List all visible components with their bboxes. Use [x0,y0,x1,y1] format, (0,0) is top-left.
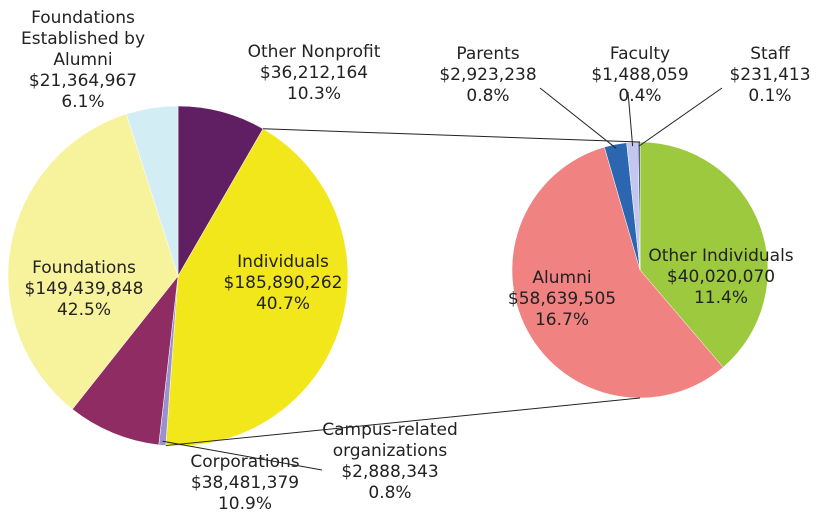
label-line: 0.4% [618,86,662,106]
label-line: $2,888,343 [341,462,439,482]
label-line: 10.3% [286,84,341,104]
label-line: Campus-related organizations [322,420,458,461]
label-line: 0.1% [748,86,792,106]
pie-slice [511,146,724,399]
label-line: Other Nonprofit [247,42,381,62]
label-line: 0.8% [368,483,412,503]
slice-label: Individuals $185,890,262 40.7% [208,252,358,315]
label-line: 0.8% [466,86,510,106]
label-line: $58,639,505 [507,289,617,309]
label-line: $185,890,262 [223,273,343,293]
connector [263,128,641,143]
label-line: 10.9% [217,494,272,514]
slice-label: Foundations $149,439,848 42.5% [9,258,159,321]
slice-label: Parents $2,923,238 0.8% [428,44,548,107]
label-line: Staff [750,44,790,64]
slice-label: Foundations Established by Alumni $21,364… [8,8,158,113]
pie-slice [165,128,349,447]
slice-label: Corporations $38,481,379 10.9% [170,452,320,515]
connector [165,397,641,447]
leader-line [627,91,634,147]
label-line: $40,020,070 [666,267,776,287]
label-line: Foundations Established by Alumni [20,8,146,70]
pie-slice [177,105,264,277]
label-line: Parents [456,44,520,64]
label-line: Foundations [32,258,136,278]
slice-label: Other Individuals $40,020,070 11.4% [636,246,806,309]
label-line: 6.1% [61,92,105,112]
label-line: $149,439,848 [24,279,144,299]
label-line: $21,364,967 [28,71,138,91]
label-line: Faculty [609,44,671,64]
pie-slice [639,141,769,368]
label-line: $1,488,059 [591,65,689,85]
label-line: $231,413 [729,65,811,85]
label-line: 42.5% [56,300,111,320]
slice-label: Alumni $58,639,505 16.7% [487,268,637,331]
leader-line [638,87,723,147]
pie-slice [72,275,179,446]
label-line: $36,212,164 [259,63,369,83]
label-line: 16.7% [534,310,589,330]
slice-label: Other Nonprofit $36,212,164 10.3% [229,42,399,105]
pie-slice [125,105,179,277]
label-line: Alumni [532,268,592,288]
label-line: Corporations [190,452,300,472]
pie-slice [7,113,179,410]
slice-label: Campus-related organizations $2,888,343 0.… [315,420,465,504]
leader-line [539,87,617,149]
label-line: 40.7% [255,294,310,314]
slice-label: Staff $231,413 0.1% [715,44,819,107]
label-line: Individuals [237,252,329,272]
leader-line [162,440,323,471]
label-line: Other Individuals [648,246,794,266]
label-line: 11.4% [693,288,748,308]
label-line: $38,481,379 [190,473,300,493]
label-line: $2,923,238 [439,65,537,85]
slice-label: Faculty $1,488,059 0.4% [580,44,700,107]
